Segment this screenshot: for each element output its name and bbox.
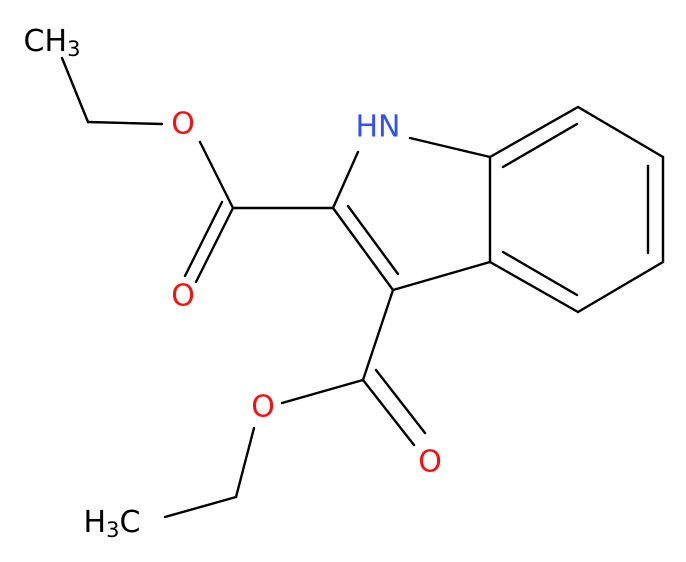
atom-label-main: H [84,505,107,540]
bonds [60,56,665,519]
atom-label-main: CH [24,24,68,59]
atom-label: O [251,390,275,425]
atom-label-tail: C [119,505,140,540]
atom-label: H3C [84,505,141,543]
atom-label-subscript: 3 [106,518,119,542]
atom-label: O [171,279,195,314]
atom-label: O [171,107,195,142]
atom-label: HN [356,110,401,145]
atom-label: CH3 [24,24,81,62]
atom-label-subscript: 3 [67,37,80,61]
atom-label: O [418,445,442,480]
